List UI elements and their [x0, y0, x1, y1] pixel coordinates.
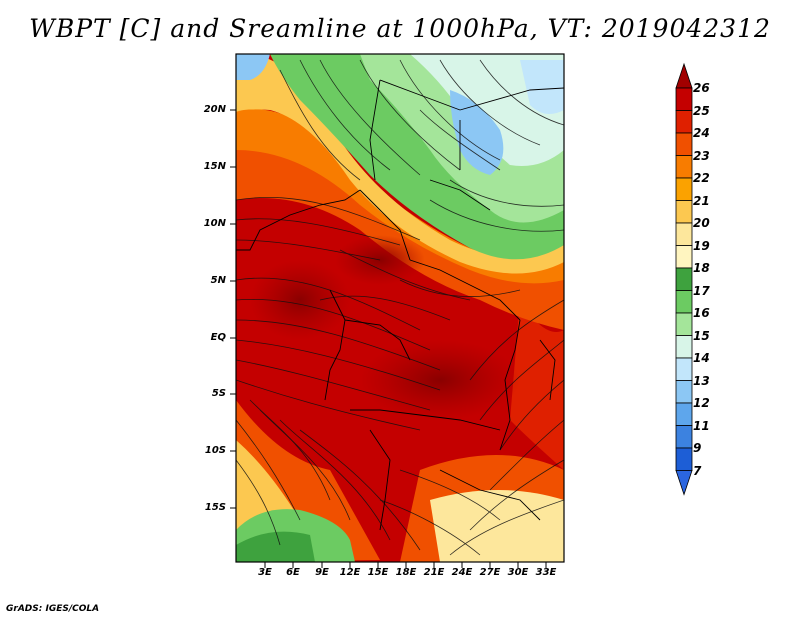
lon-label-33e: 33E — [535, 567, 557, 578]
colorbar-label: 13 — [693, 373, 710, 388]
colorbar-swatch — [675, 335, 693, 359]
colorbar-label: 21 — [693, 193, 710, 208]
colorbar-label: 25 — [693, 103, 710, 118]
lon-label-30e: 30E — [507, 567, 529, 578]
colorbar-label: 14 — [693, 351, 710, 365]
colorbar-label: 9 — [693, 441, 702, 455]
lon-ticks — [264, 562, 547, 568]
lat-label-5s: 5S — [211, 388, 226, 399]
colorbar-swatch — [675, 425, 693, 449]
colorbar-label: 22 — [693, 171, 710, 185]
lat-label-15s: 15S — [204, 502, 226, 513]
colorbar-label: 11 — [693, 418, 710, 433]
colorbar-max-arrow — [675, 62, 693, 89]
colorbar-swatch — [675, 200, 693, 224]
colorbar-swatch — [675, 110, 693, 134]
lat-label-10n: 10N — [203, 218, 226, 229]
lat-label-eq: EQ — [210, 332, 226, 343]
lon-label-27e: 27E — [479, 567, 501, 578]
colorbar-label: 20 — [693, 216, 710, 230]
field-amber-north — [236, 108, 564, 284]
lon-label-9e: 9E — [315, 567, 329, 578]
colorbar-label: 24 — [693, 126, 710, 140]
colorbar-label: 7 — [693, 463, 702, 478]
credit-label: GrADS: IGES/COLA — [6, 604, 100, 614]
colorbar-label: 23 — [693, 148, 710, 163]
lon-label-18e: 18E — [395, 567, 417, 578]
field-blue-north — [450, 90, 504, 175]
lat-label-10s: 10S — [204, 445, 226, 456]
colorbar-swatch — [675, 222, 693, 246]
colorbar-min-arrow — [675, 470, 693, 496]
colorbar-swatch — [675, 402, 693, 426]
field-blue-northwest — [236, 54, 270, 80]
colorbar-swatch — [675, 380, 693, 404]
lon-label-21e: 21E — [423, 567, 445, 578]
field-core-2 — [250, 260, 350, 340]
colorbar-swatch — [675, 357, 693, 381]
colorbar-swatch — [675, 267, 693, 291]
lon-label-3e: 3E — [258, 567, 272, 578]
colorbar-swatch — [675, 155, 693, 179]
colorbar-swatch — [675, 177, 693, 201]
map-frame — [235, 53, 565, 563]
lon-label-15e: 15E — [367, 567, 389, 578]
lat-label-20n: 20N — [203, 104, 226, 115]
colorbar-label: 26 — [693, 81, 710, 95]
lat-label-5n: 5N — [210, 275, 226, 286]
colorbar-swatch — [675, 245, 693, 269]
colorbar-label: 19 — [693, 238, 710, 253]
colorbar-label: 12 — [693, 396, 710, 410]
lat-ticks — [230, 109, 236, 509]
field-orange-east — [510, 300, 564, 470]
borders — [236, 79, 564, 531]
field-blue-northeast — [520, 60, 564, 114]
streamlines — [236, 59, 564, 556]
colorbar-swatch — [675, 312, 693, 336]
lon-label-24e: 24E — [451, 567, 473, 578]
colorbar-label: 16 — [693, 306, 710, 320]
colorbar-label: 15 — [693, 328, 710, 343]
colorbar-swatch — [675, 290, 693, 314]
colorbar-swatch — [675, 87, 693, 111]
lat-label-15n: 15N — [203, 161, 226, 172]
lon-label-6e: 6E — [286, 567, 300, 578]
field-core-1 — [360, 340, 520, 420]
colorbar-label: 17 — [693, 283, 710, 298]
colorbar-swatch — [675, 447, 693, 471]
colorbar-label: 18 — [693, 261, 710, 275]
colorbar — [675, 62, 693, 496]
field-green-southwest-dark — [236, 531, 315, 562]
colorbar-swatch — [675, 132, 693, 156]
lon-label-12e: 12E — [339, 567, 361, 578]
map-title: WBPT [C] and Sreamline at 1000hPa, VT: 2… — [29, 14, 771, 43]
